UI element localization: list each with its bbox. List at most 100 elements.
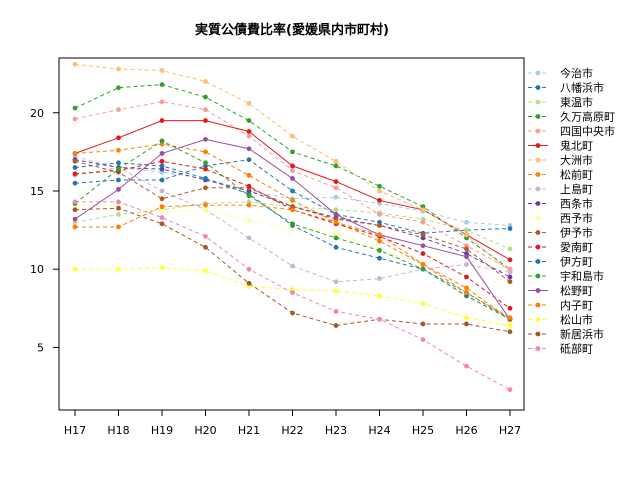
legend-label: 上島町 xyxy=(560,182,593,196)
legend-swatch-marker xyxy=(535,215,541,221)
series-17 xyxy=(72,202,513,321)
data-point xyxy=(377,222,382,228)
data-point xyxy=(420,262,426,267)
data-point xyxy=(507,315,513,321)
legend-swatch-marker xyxy=(535,172,541,177)
x-tick-label: H27 xyxy=(499,424,521,437)
series-line xyxy=(74,166,511,283)
data-point xyxy=(159,158,165,164)
legend-label: 八幡浜市 xyxy=(560,81,604,95)
data-point xyxy=(420,251,426,256)
legend-item: 久万高原町 xyxy=(528,110,615,124)
data-point xyxy=(72,266,78,272)
data-point xyxy=(246,129,252,134)
legend-label: 松前町 xyxy=(560,168,593,182)
legend-swatch-marker xyxy=(535,288,541,293)
y-axis: 5 10 15 20 xyxy=(30,107,59,354)
y-tick-label: 5 xyxy=(37,341,44,354)
x-tick-label: H20 xyxy=(194,424,216,437)
data-point xyxy=(290,133,295,139)
data-point xyxy=(507,226,513,231)
data-point xyxy=(246,133,252,139)
series-5 xyxy=(72,99,513,272)
data-point xyxy=(464,219,469,225)
data-point xyxy=(72,199,78,205)
data-point xyxy=(116,160,121,166)
data-point xyxy=(203,268,208,274)
legend-swatch-marker xyxy=(535,99,541,105)
data-point xyxy=(159,99,165,105)
data-point xyxy=(116,166,121,172)
data-point xyxy=(507,279,513,285)
data-point xyxy=(159,177,165,183)
legend-item: 東温市 xyxy=(528,95,593,109)
data-point xyxy=(159,138,165,144)
legend-item: 宇和島市 xyxy=(528,269,604,283)
series-group xyxy=(72,61,513,393)
legend-item: 上島町 xyxy=(528,182,593,196)
legend-label: 東温市 xyxy=(560,95,593,109)
legend-item: 内子町 xyxy=(528,298,593,312)
legend-label: 伊方町 xyxy=(560,255,593,269)
x-tick-label: H17 xyxy=(64,424,86,437)
data-point xyxy=(464,274,469,280)
data-point xyxy=(72,224,78,230)
data-point xyxy=(246,118,252,123)
data-point xyxy=(116,187,121,192)
series-line xyxy=(74,160,511,309)
series-line xyxy=(74,162,511,320)
data-point xyxy=(420,243,426,249)
data-point xyxy=(290,188,295,194)
x-tick-label: H19 xyxy=(151,424,173,437)
legend-label: 大洲市 xyxy=(560,153,593,167)
data-point xyxy=(246,157,252,163)
data-point xyxy=(246,193,252,199)
data-point xyxy=(333,288,339,294)
data-point xyxy=(159,215,165,220)
data-point xyxy=(72,158,78,164)
data-point xyxy=(116,85,121,91)
data-point xyxy=(72,216,78,222)
data-point xyxy=(377,276,382,281)
data-point xyxy=(159,118,165,123)
legend-item: 新居浜市 xyxy=(528,327,604,341)
legend-label: 鬼北町 xyxy=(560,139,593,153)
data-point xyxy=(246,235,252,241)
data-point xyxy=(72,61,78,67)
series-16 xyxy=(72,136,513,322)
data-point xyxy=(116,266,121,272)
data-point xyxy=(159,188,165,194)
data-point xyxy=(333,194,339,200)
data-point xyxy=(507,329,513,335)
legend-swatch-marker xyxy=(535,128,541,134)
data-point xyxy=(159,151,165,156)
legend-item: 松前町 xyxy=(528,168,593,182)
data-point xyxy=(420,207,426,213)
legend-swatch-marker xyxy=(535,244,541,250)
data-point xyxy=(159,265,165,271)
data-point xyxy=(290,221,295,227)
legend-item: 西条市 xyxy=(528,197,593,211)
data-point xyxy=(203,185,208,191)
data-point xyxy=(377,238,382,244)
data-point xyxy=(159,68,165,73)
legend-swatch-marker xyxy=(535,70,541,76)
data-point xyxy=(159,221,165,227)
x-tick-label: H25 xyxy=(412,424,434,437)
data-point xyxy=(420,232,426,238)
legend-label: 内子町 xyxy=(560,298,593,312)
series-18 xyxy=(72,265,513,328)
data-point xyxy=(116,147,121,153)
data-point xyxy=(290,310,295,316)
data-point xyxy=(246,280,252,286)
legend-label: 砥部町 xyxy=(560,342,593,356)
data-point xyxy=(420,337,426,342)
data-point xyxy=(290,163,295,169)
data-point xyxy=(159,196,165,202)
data-point xyxy=(72,171,78,177)
legend-item: 伊方町 xyxy=(528,255,593,269)
data-point xyxy=(507,269,513,275)
legend-label: 宇和島市 xyxy=(560,269,604,283)
legend-swatch-marker xyxy=(535,230,541,235)
